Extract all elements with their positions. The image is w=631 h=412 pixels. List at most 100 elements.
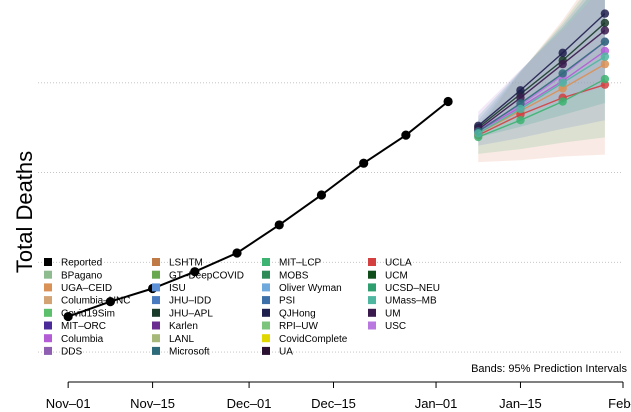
legend-label: UCSD–NEU bbox=[385, 283, 440, 294]
reported-line bbox=[67, 100, 449, 318]
series-line bbox=[477, 63, 606, 134]
legend-label: UCM bbox=[385, 270, 408, 281]
forecast-point bbox=[516, 104, 525, 114]
reported-point bbox=[232, 248, 242, 258]
legend-swatch bbox=[44, 308, 52, 317]
legend-label: Karlen bbox=[169, 321, 198, 332]
legend-swatch bbox=[44, 258, 52, 266]
legend-label: Microsoft bbox=[169, 347, 210, 358]
forecast-point bbox=[600, 18, 610, 28]
legend-label: Covid19Sim bbox=[61, 308, 115, 319]
legend-swatch bbox=[262, 308, 270, 317]
reported-series bbox=[63, 96, 453, 322]
forecast-point bbox=[600, 9, 610, 18]
legend-label: UGA–CEID bbox=[61, 283, 112, 294]
series-line bbox=[477, 13, 606, 127]
forecast-point bbox=[558, 69, 567, 78]
x-tick-label: Feb– bbox=[608, 396, 631, 411]
prediction-band bbox=[478, 0, 605, 146]
reported-point bbox=[359, 158, 369, 168]
legend-swatch bbox=[262, 270, 270, 279]
reported-point bbox=[443, 96, 453, 107]
legend-label: QJHong bbox=[279, 308, 316, 319]
legend-swatch bbox=[152, 296, 160, 305]
legend-swatch bbox=[152, 258, 160, 266]
legend-label: MIT–ORC bbox=[61, 321, 106, 332]
legend-label: USC bbox=[385, 321, 406, 332]
legend-label: ISU bbox=[169, 283, 186, 294]
bands-note: Bands: 95% Prediction Intervals bbox=[471, 363, 627, 375]
forecast-point bbox=[600, 37, 610, 46]
legend-swatch bbox=[152, 334, 160, 343]
legend-label: Reported bbox=[61, 258, 102, 269]
legend-swatch bbox=[262, 334, 270, 343]
legend-swatch bbox=[152, 283, 160, 292]
legend-label: Columbia bbox=[61, 334, 104, 345]
series-line bbox=[477, 78, 606, 138]
legend-swatch bbox=[44, 321, 52, 330]
series-line bbox=[477, 84, 606, 136]
legend-label: CovidComplete bbox=[279, 334, 348, 345]
legend-label: LANL bbox=[169, 334, 194, 345]
forecast-series bbox=[474, 9, 610, 142]
legend-swatch bbox=[368, 258, 376, 266]
legend-swatch bbox=[152, 346, 160, 355]
series-line bbox=[477, 50, 606, 133]
legend-swatch bbox=[262, 296, 270, 305]
reported-point bbox=[274, 220, 284, 230]
legend-label: Oliver Wyman bbox=[279, 283, 342, 294]
series-line bbox=[477, 22, 606, 129]
forecast-point bbox=[516, 116, 525, 125]
series-line bbox=[477, 41, 606, 133]
reported-point bbox=[190, 267, 200, 277]
legend-swatch bbox=[44, 296, 52, 305]
legend-swatch bbox=[152, 308, 160, 317]
legend: ReportedBPaganoUGA–CEIDColumbia–UNCCovid… bbox=[44, 258, 440, 358]
forecast-point bbox=[558, 97, 567, 106]
x-tick-label: Dec–15 bbox=[311, 396, 356, 411]
legend-label: GT–DeepCOVID bbox=[169, 270, 244, 281]
reported-point bbox=[63, 311, 73, 322]
legend-label: MIT–LCP bbox=[279, 258, 322, 269]
legend-label: UCLA bbox=[385, 258, 412, 269]
forecast-point bbox=[600, 52, 610, 61]
forecast-point bbox=[600, 59, 610, 69]
legend-swatch bbox=[368, 270, 376, 279]
legend-swatch bbox=[368, 321, 376, 330]
legend-label: Columbia–UNC bbox=[61, 296, 130, 307]
legend-swatch bbox=[368, 296, 376, 305]
forecast-point bbox=[600, 74, 610, 84]
legend-label: MOBS bbox=[279, 270, 309, 281]
legend-swatch bbox=[44, 346, 52, 355]
legend-label: LSHTM bbox=[169, 258, 203, 269]
legend-label: BPagano bbox=[61, 270, 103, 281]
legend-swatch bbox=[44, 270, 52, 279]
legend-label: JHU–APL bbox=[169, 308, 213, 319]
series-line bbox=[477, 56, 606, 134]
legend-swatch bbox=[262, 346, 270, 355]
legend-label: UM bbox=[385, 308, 401, 319]
legend-swatch bbox=[368, 283, 376, 292]
x-tick-label: Nov–01 bbox=[46, 396, 91, 411]
legend-swatch bbox=[262, 283, 270, 292]
legend-label: UA bbox=[279, 347, 293, 358]
legend-label: PSI bbox=[279, 296, 295, 307]
series-line bbox=[477, 29, 606, 131]
forecast-point bbox=[600, 26, 610, 35]
legend-label: DDS bbox=[61, 347, 82, 358]
forecast-point bbox=[558, 48, 567, 58]
legend-swatch bbox=[44, 334, 52, 343]
forecast-point bbox=[558, 78, 567, 88]
legend-label: UMass–MB bbox=[385, 296, 437, 307]
legend-swatch bbox=[152, 270, 160, 279]
legend-label: RPI–UW bbox=[279, 321, 318, 332]
x-tick-label: Dec–01 bbox=[227, 396, 272, 411]
forecast-point bbox=[516, 86, 525, 95]
y-axis-label: Total Deaths bbox=[12, 151, 37, 273]
legend-swatch bbox=[262, 258, 270, 266]
x-tick-label: Jan–15 bbox=[499, 396, 542, 411]
reported-point bbox=[316, 190, 327, 200]
legend-swatch bbox=[44, 283, 52, 292]
legend-swatch bbox=[262, 321, 270, 330]
legend-label: JHU–IDD bbox=[169, 296, 211, 307]
